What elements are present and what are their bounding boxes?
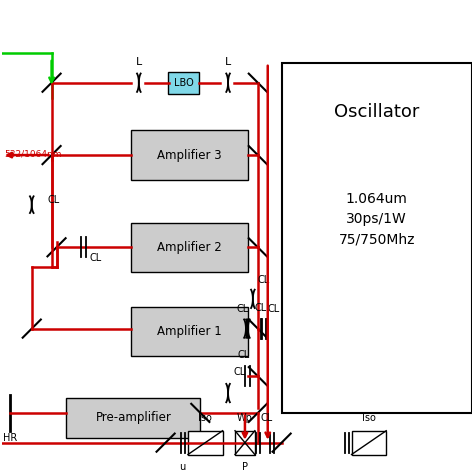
Text: Oscillator: Oscillator: [334, 102, 419, 120]
Text: L: L: [225, 57, 231, 67]
Bar: [188, 431, 223, 455]
Text: LBO: LBO: [173, 78, 193, 88]
Text: CL: CL: [236, 304, 248, 314]
Bar: [131, 222, 248, 272]
Bar: [235, 431, 255, 455]
Text: 1.064um
30ps/1W
75/750Mhz: 1.064um 30ps/1W 75/750Mhz: [338, 192, 415, 247]
Text: Amplifier 2: Amplifier 2: [157, 241, 222, 254]
Text: CL: CL: [255, 303, 267, 313]
Text: P: P: [242, 463, 248, 473]
Text: CL: CL: [233, 367, 245, 377]
Text: 532/1064nm: 532/1064nm: [4, 149, 62, 158]
Text: CL: CL: [268, 304, 280, 314]
Text: CL: CL: [47, 195, 60, 205]
Bar: [282, 63, 472, 413]
Bar: [168, 72, 200, 93]
Text: Iso: Iso: [362, 413, 376, 423]
Text: Amplifier 3: Amplifier 3: [157, 148, 222, 162]
Text: CL: CL: [238, 350, 250, 360]
Text: CL: CL: [258, 275, 270, 285]
Text: u: u: [179, 463, 186, 473]
Bar: [352, 431, 386, 455]
Text: CL: CL: [89, 253, 101, 263]
Bar: [131, 307, 248, 356]
Bar: [131, 130, 248, 180]
Text: Wp: Wp: [237, 413, 253, 423]
Text: Pre-amplifier: Pre-amplifier: [95, 411, 171, 424]
Bar: [66, 398, 201, 438]
Text: Iso: Iso: [198, 413, 212, 423]
Text: L: L: [136, 57, 142, 67]
Text: CL: CL: [261, 413, 273, 423]
Text: Amplifier 1: Amplifier 1: [157, 325, 222, 338]
Text: HR: HR: [3, 433, 17, 443]
